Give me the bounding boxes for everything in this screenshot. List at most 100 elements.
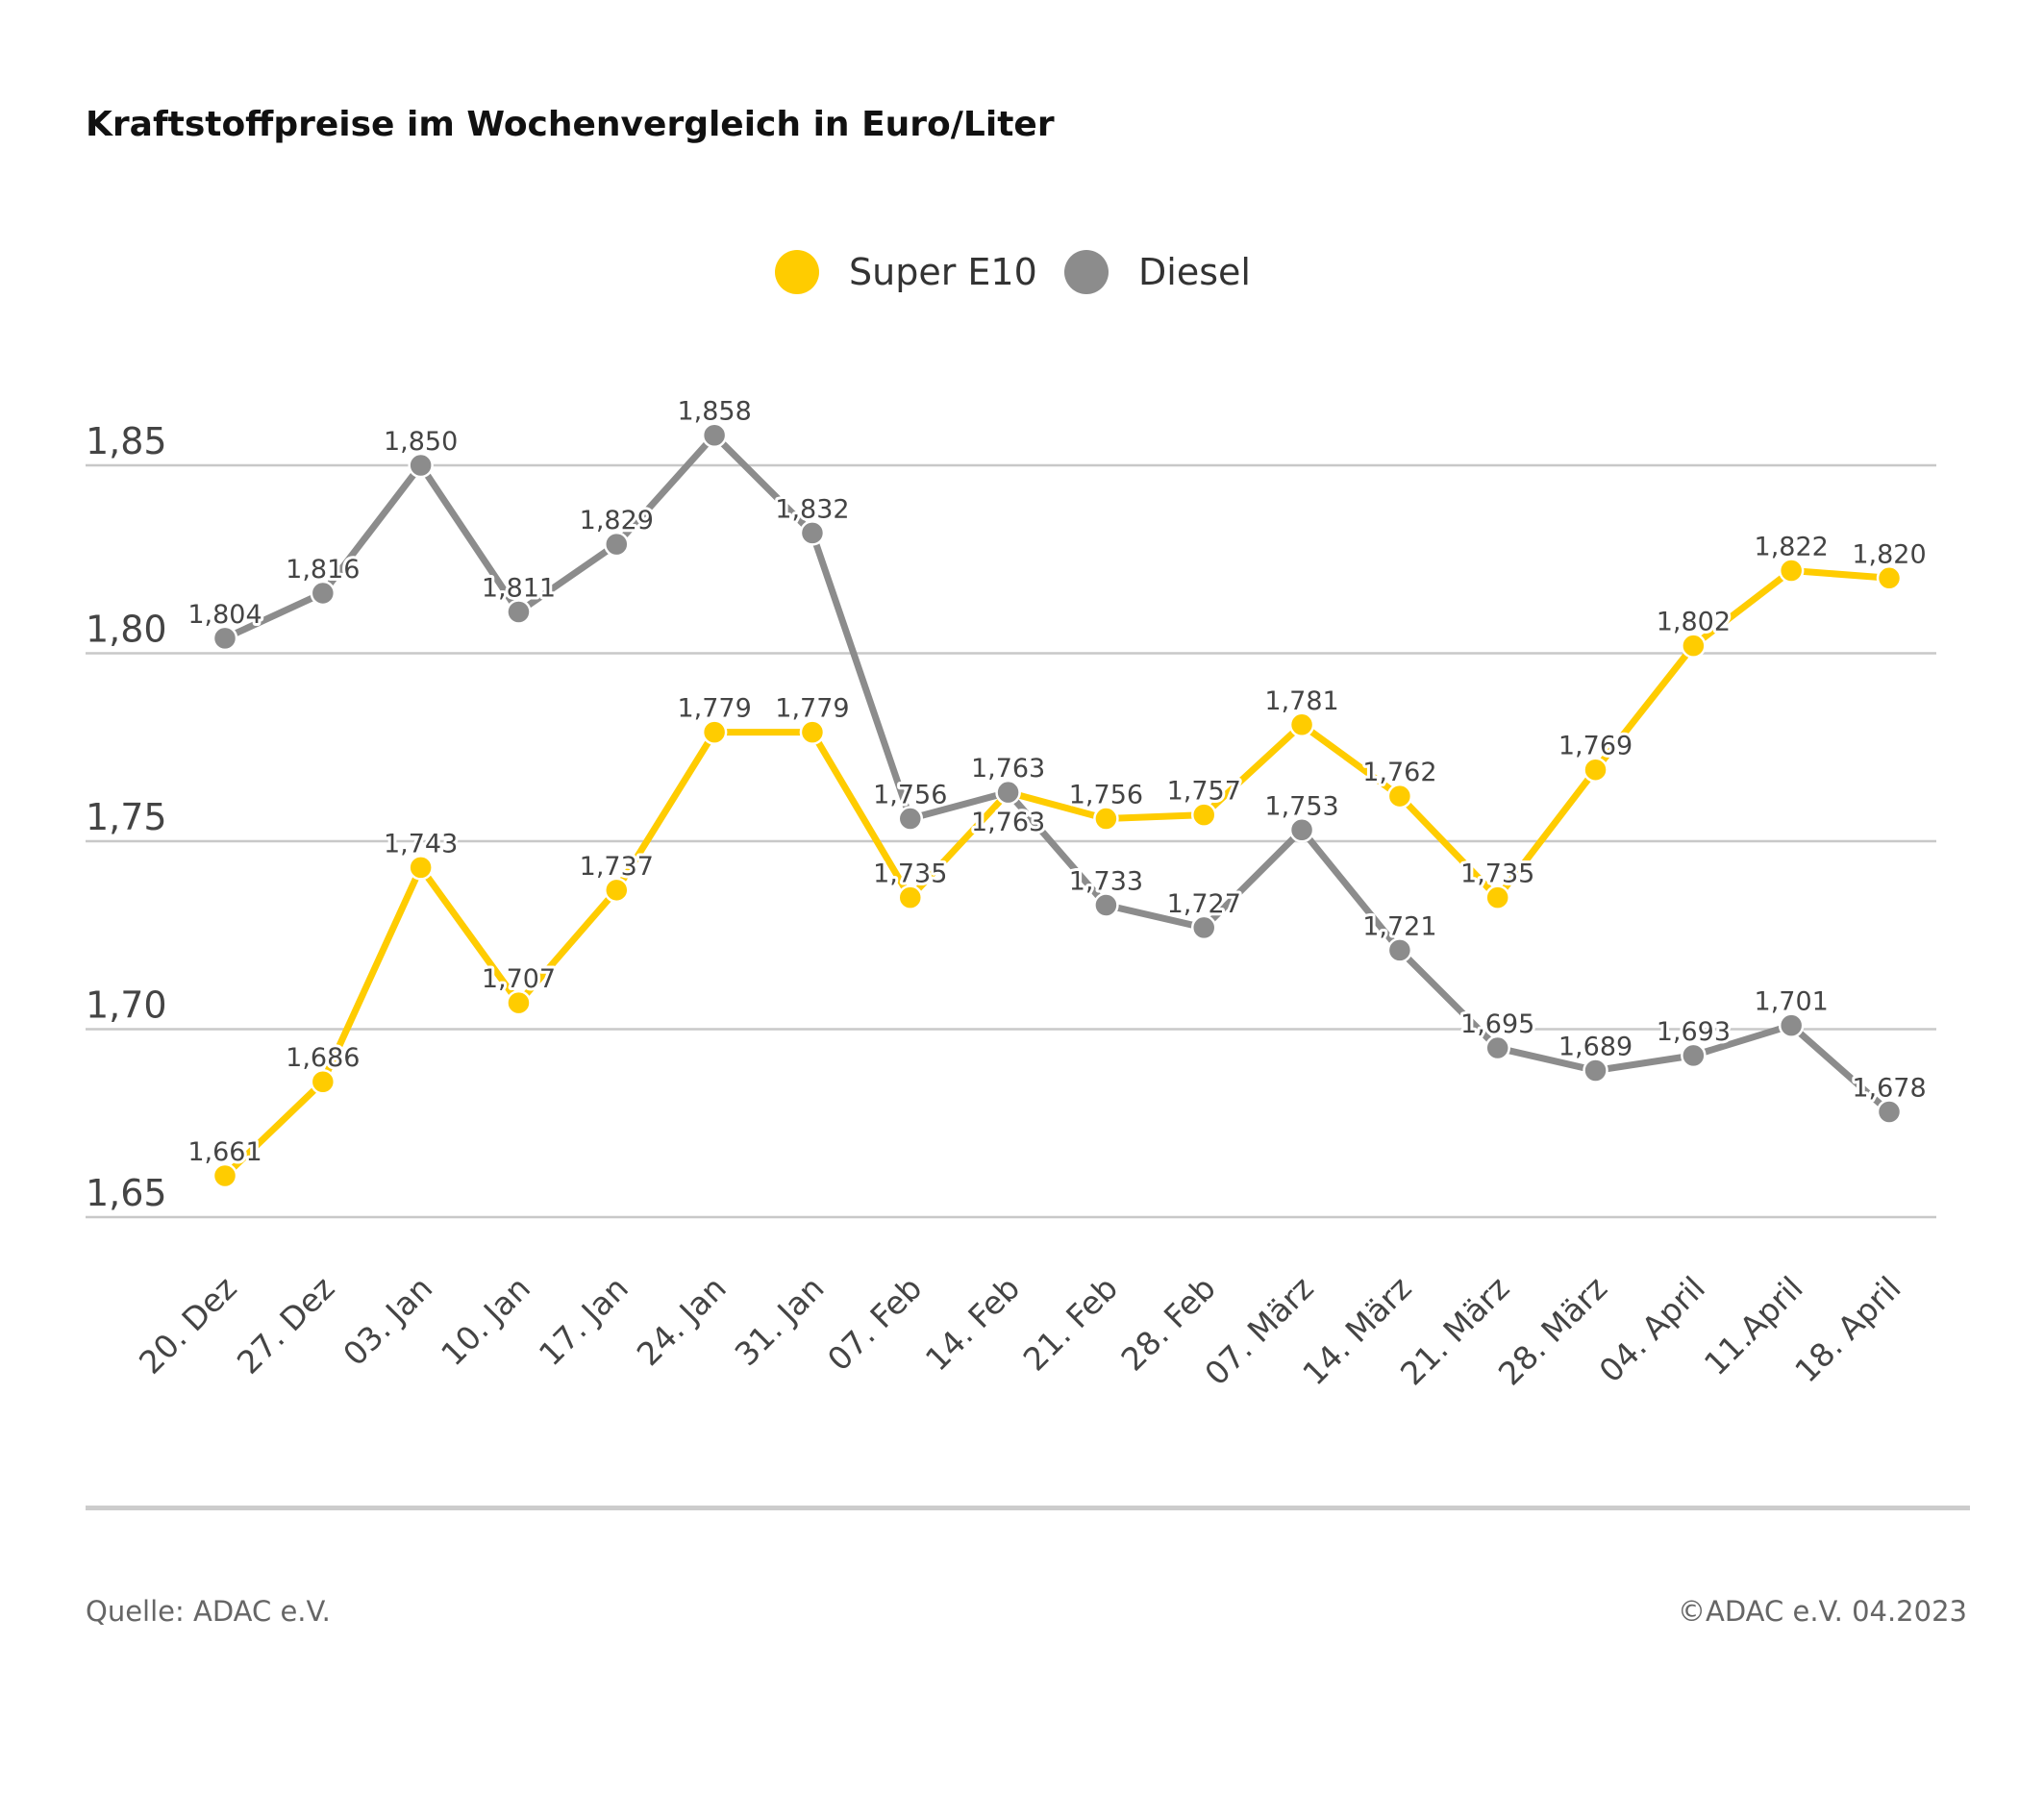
data-label: 1,832 [775, 494, 849, 524]
data-label: 1,802 [1657, 608, 1731, 637]
series-line-diesel [223, 432, 1892, 1115]
data-point [212, 1162, 238, 1189]
data-label: 1,727 [1167, 889, 1241, 919]
data-point [1484, 884, 1510, 910]
x-tick-label: 04. April [1592, 1269, 1712, 1389]
legend-label: Diesel [1138, 251, 1251, 293]
data-label: 1,811 [482, 573, 556, 603]
legend: Super E10 Diesel [775, 250, 1251, 294]
data-label: 1,762 [1362, 758, 1436, 787]
data-label: 1,779 [677, 694, 751, 724]
data-point [1778, 1012, 1805, 1038]
data-point [604, 531, 630, 558]
data-point [799, 719, 826, 745]
x-tick-label: 18. April [1787, 1269, 1907, 1389]
data-label: 1,686 [286, 1043, 360, 1073]
copyright-note: ©ADAC e.V. 04.2023 [1678, 1595, 1967, 1628]
x-tick-label: 27. Dez [230, 1269, 342, 1382]
legend-swatch [1064, 250, 1109, 294]
data-point [799, 520, 826, 546]
data-label: 1,733 [1069, 866, 1143, 896]
data-label: 1,829 [580, 506, 654, 535]
data-label: 1,707 [482, 964, 556, 994]
source-note: Quelle: ADAC e.V. [86, 1595, 331, 1628]
data-label: 1,661 [187, 1137, 262, 1167]
data-label: 1,737 [580, 852, 654, 882]
data-point [1093, 892, 1119, 918]
data-point [1484, 1034, 1510, 1061]
data-label: 1,858 [677, 397, 751, 427]
data-point [701, 422, 728, 448]
data-point [701, 719, 728, 745]
data-label: 1,689 [1558, 1033, 1633, 1062]
data-label: 1,735 [1460, 859, 1534, 889]
data-label: 1,850 [384, 427, 458, 457]
data-point [506, 599, 532, 625]
data-label: 1,753 [1264, 791, 1338, 821]
data-point [995, 779, 1021, 806]
x-tick-label: 14. Feb [918, 1269, 1027, 1378]
x-tick-label: 10. Jan [434, 1269, 537, 1373]
data-label: 1,816 [286, 555, 360, 585]
data-label: 1,804 [187, 600, 262, 630]
data-point [310, 1068, 337, 1095]
data-labels: 1,661 1,804 1,686 1,816 1,743 1,850 1,707 1,811… [185, 394, 1929, 1170]
data-label: 1,743 [384, 829, 458, 859]
data-point [1386, 937, 1413, 963]
series-layer [212, 422, 1903, 1189]
data-point [506, 989, 532, 1016]
y-tick-label: 1,80 [86, 609, 167, 651]
x-tick-label: 17. Jan [532, 1269, 636, 1373]
y-tick-label: 1,85 [86, 420, 167, 462]
data-label: 1,820 [1852, 539, 1926, 569]
data-point [310, 580, 337, 607]
data-point [1583, 757, 1608, 783]
data-label: 1,693 [1657, 1017, 1731, 1047]
data-point [408, 452, 434, 479]
data-label: 1,735 [873, 859, 947, 889]
data-point [1681, 633, 1707, 659]
data-label: 1,779 [775, 694, 849, 724]
data-label: 1,781 [1264, 686, 1338, 716]
y-tick-label: 1,70 [86, 984, 167, 1027]
data-point [1778, 558, 1805, 584]
y-tick-label: 1,65 [86, 1172, 167, 1214]
data-point [1681, 1042, 1707, 1069]
data-label: 1,769 [1558, 732, 1633, 761]
data-point [604, 877, 630, 904]
data-label: 1,757 [1167, 777, 1241, 807]
x-tick-label: 31. Jan [728, 1269, 832, 1373]
data-label: 1,678 [1852, 1074, 1926, 1104]
data-label: 1,695 [1460, 1009, 1534, 1039]
chart-title: Kraftstoffpreise im Wochenvergleich in E… [86, 105, 1055, 144]
data-point [1583, 1058, 1608, 1083]
data-point [1190, 914, 1217, 941]
series-line-super-e10 [222, 566, 1890, 1179]
data-point [1093, 806, 1119, 832]
data-point [1190, 802, 1217, 828]
x-tick-label: 21. Feb [1016, 1269, 1125, 1378]
data-label: 1,763 [971, 754, 1045, 784]
bottom-rule [86, 1506, 1970, 1510]
x-tick-label: 24. Jan [630, 1269, 734, 1373]
x-tick-label: 28. März [1491, 1269, 1614, 1392]
data-label: 1,756 [1069, 781, 1143, 810]
data-point [897, 884, 924, 910]
legend-label: Super E10 [849, 251, 1037, 293]
x-tick-label: 07. Feb [820, 1269, 929, 1378]
data-point [1386, 783, 1413, 809]
x-tick-label: 20. Dez [132, 1269, 244, 1382]
data-point [1876, 1099, 1903, 1125]
gridlines: 1,65 1,70 1,75 1,80 1,85 [86, 420, 1936, 1219]
data-label: 1,721 [1362, 911, 1436, 941]
x-tick-label: 03. Jan [336, 1269, 439, 1373]
data-point [1288, 711, 1315, 738]
data-point [408, 855, 434, 881]
y-tick-label: 1,75 [86, 796, 167, 838]
data-label: 1,763 [971, 808, 1045, 837]
data-point [1288, 817, 1315, 843]
data-label: 1,756 [873, 781, 947, 810]
data-point [1876, 565, 1903, 591]
